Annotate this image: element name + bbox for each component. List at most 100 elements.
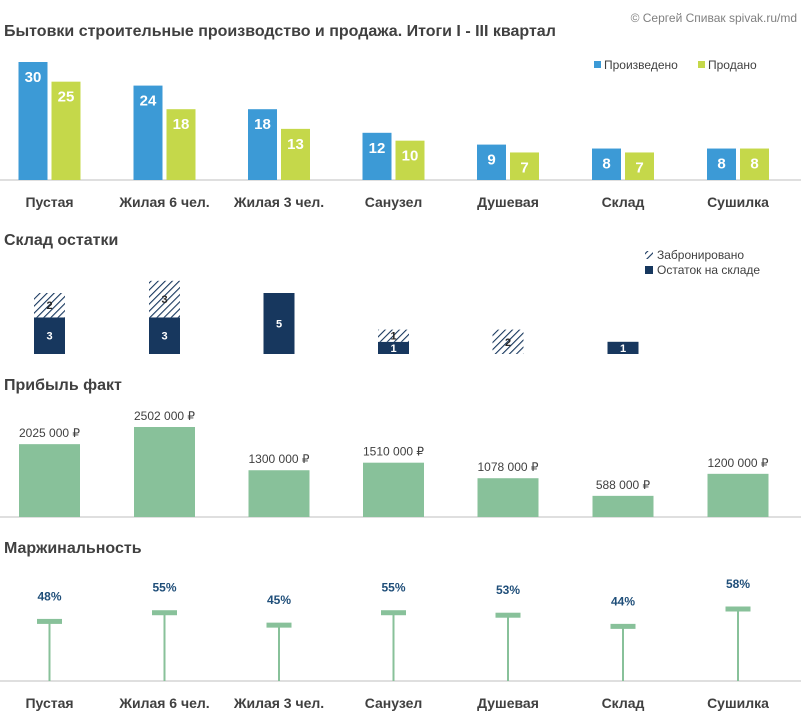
profit-chart: 2025 000 ₽ 2502 000 ₽ 1300 000 ₽ 1510 000 ₽… <box>0 409 801 518</box>
sold-bar-4 <box>395 140 425 180</box>
reserved-value-label-5: 2 <box>505 337 511 349</box>
sold-value-label-7: 8 <box>750 156 758 173</box>
margin-category-label-3: Жилая 3 чел. <box>233 695 324 711</box>
legend-produced-label: Произведено <box>604 58 678 72</box>
sold-value-label-3: 13 <box>287 136 304 153</box>
margin-value-label-1: 48% <box>37 589 61 603</box>
margin-category-label-7: Сушилка <box>707 695 769 711</box>
legend-sold-label: Продано <box>708 58 757 72</box>
stock-section-title: Склад остатки <box>4 232 118 249</box>
legend-sold-swatch <box>698 61 705 68</box>
margin-marker-6 <box>610 623 636 629</box>
production-category-label-7: Сушилка <box>707 194 769 210</box>
profit-bar-5 <box>477 478 539 517</box>
stock-bar-6 <box>607 341 639 354</box>
produced-bar-2 <box>133 85 163 180</box>
chart-title: Бытовки строительные производство и прод… <box>4 23 556 40</box>
sold-bar-6 <box>625 152 654 180</box>
reserved-bar-5 <box>492 329 524 354</box>
stock-value-label-6: 1 <box>620 343 626 355</box>
sold-bar-3 <box>281 128 310 180</box>
margin-category-label-1: Пустая <box>25 695 73 711</box>
production-category-label-6: Склад <box>602 194 645 210</box>
profit-bar-2 <box>134 427 195 517</box>
production-category-label-3: Жилая 3 чел. <box>233 194 324 210</box>
legend-produced-swatch <box>594 61 601 68</box>
sold-value-label-6: 7 <box>635 159 643 176</box>
stock-bar-4 <box>378 341 409 354</box>
production-category-label-5: Душевая <box>477 194 539 210</box>
sold-value-label-2: 18 <box>173 116 190 133</box>
stock-value-label-3: 5 <box>276 319 282 331</box>
margin-value-label-5: 53% <box>496 583 520 597</box>
produced-bar-5 <box>477 144 506 180</box>
reserved-bar-2 <box>149 280 180 318</box>
production-chart: 30 25 Пустая 24 18 Жилая 6 чел. 18 13 Жилая 3 че… <box>0 58 801 210</box>
stock-bar-1 <box>34 317 65 354</box>
reserved-bar-4 <box>378 329 409 342</box>
margin-marker-4 <box>381 610 406 616</box>
sold-bar-1 <box>51 81 81 180</box>
produced-value-label-6: 8 <box>602 156 610 173</box>
produced-value-label-1: 30 <box>25 69 42 86</box>
stock-value-label-1: 3 <box>46 331 52 343</box>
reserved-value-label-4: 1 <box>390 331 396 343</box>
margin-category-label-6: Склад <box>602 695 645 711</box>
profit-bar-4 <box>363 462 424 517</box>
sold-bar-7 <box>740 148 769 180</box>
margin-section-title: Маржинальность <box>4 540 142 557</box>
author-credit: © Сергей Спивак spivak.ru/md <box>631 11 797 25</box>
produced-value-label-3: 18 <box>254 116 271 133</box>
profit-value-label-7: 1200 000 ₽ <box>707 456 768 470</box>
produced-bar-6 <box>592 148 621 180</box>
profit-value-label-1: 2025 000 ₽ <box>19 426 80 440</box>
produced-value-label-2: 24 <box>140 93 157 110</box>
profit-value-label-6: 588 000 ₽ <box>596 478 651 492</box>
legend-reserved-label: Забронировано <box>657 248 744 262</box>
produced-value-label-5: 9 <box>487 152 495 169</box>
profit-section-title: Прибыль факт <box>4 377 122 394</box>
margin-marker-3 <box>266 622 292 628</box>
margin-marker-1 <box>37 618 62 624</box>
produced-value-label-4: 12 <box>369 140 386 157</box>
produced-value-label-7: 8 <box>717 156 725 173</box>
profit-value-label-2: 2502 000 ₽ <box>134 409 195 423</box>
stock-bar-2 <box>149 317 180 354</box>
margin-marker-2 <box>152 610 177 616</box>
profit-bar-1 <box>19 444 80 517</box>
reserved-value-label-1: 2 <box>46 300 52 312</box>
produced-bar-4 <box>362 132 392 180</box>
stock-bar-3 <box>263 293 295 354</box>
margin-value-label-4: 55% <box>381 581 405 595</box>
profit-value-label-4: 1510 000 ₽ <box>363 445 424 459</box>
profit-value-label-5: 1078 000 ₽ <box>477 460 538 474</box>
profit-bar-7 <box>707 473 769 517</box>
sold-value-label-1: 25 <box>58 89 75 106</box>
margin-marker-7 <box>725 606 751 612</box>
profit-bar-6 <box>592 495 654 517</box>
margin-category-label-2: Жилая 6 чел. <box>118 695 209 711</box>
production-category-label-2: Жилая 6 чел. <box>118 194 209 210</box>
production-category-label-4: Санузел <box>365 194 423 210</box>
margin-category-label-5: Душевая <box>477 695 539 711</box>
sold-bar-5 <box>510 152 539 180</box>
sold-bar-2 <box>166 109 196 180</box>
produced-bar-3 <box>248 109 277 180</box>
margin-value-label-3: 45% <box>267 593 291 607</box>
sold-value-label-5: 7 <box>520 159 528 176</box>
production-category-label-1: Пустая <box>25 194 73 210</box>
profit-value-label-3: 1300 000 ₽ <box>248 452 309 466</box>
legend-reserved-swatch <box>645 251 653 259</box>
legend-stock-swatch <box>645 266 653 274</box>
sold-value-label-4: 10 <box>402 148 419 165</box>
stock-value-label-2: 3 <box>161 331 167 343</box>
margin-chart: 48% Пустая 55% Жилая 6 чел. 45% Жилая 3 чел. 5… <box>0 577 801 711</box>
margin-value-label-6: 44% <box>611 594 635 608</box>
stock-value-label-4: 1 <box>390 343 396 355</box>
margin-category-label-4: Санузел <box>365 695 423 711</box>
margin-value-label-2: 55% <box>152 581 176 595</box>
margin-marker-5 <box>495 612 521 618</box>
reserved-bar-1 <box>34 293 65 318</box>
profit-bar-3 <box>248 470 310 517</box>
